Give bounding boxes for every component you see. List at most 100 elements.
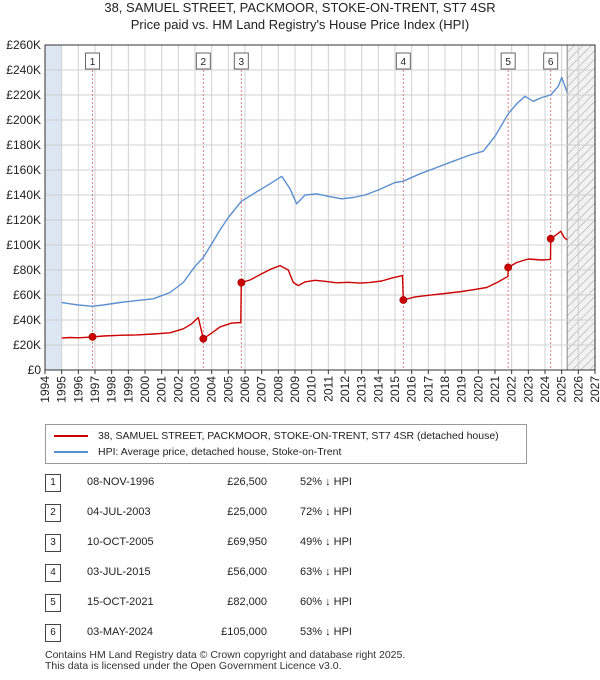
pre-data-band: [45, 45, 62, 370]
table-row: 6 03-MAY-2024 £105,000 53% ↓ HPI: [45, 624, 565, 642]
sale-price: £25,000: [227, 506, 267, 518]
y-tick-label: £120K: [6, 213, 41, 227]
sale-hpi-diff: 60% ↓ HPI: [300, 596, 352, 608]
legend-item-property: 38, SAMUEL STREET, PACKMOOR, STOKE-ON-TR…: [54, 428, 499, 444]
sale-marker-box: [500, 52, 516, 70]
y-tick-label: £240K: [6, 63, 41, 77]
y-tick-label: £80K: [13, 263, 41, 277]
x-tick-label: 2000: [138, 376, 152, 403]
legend-line-property: [54, 435, 88, 437]
sale-date: 04-JUL-2003: [87, 506, 151, 518]
x-tick-label: 2004: [205, 376, 219, 403]
sale-point: [546, 234, 555, 243]
sale-number-badge: 2: [45, 504, 61, 522]
y-tick-label: £0: [28, 363, 42, 377]
footer-copyright: Contains HM Land Registry data © Crown c…: [45, 649, 406, 661]
x-tick-label: 2003: [188, 376, 202, 403]
sale-date: 03-JUL-2015: [87, 566, 151, 578]
sale-marker-box: [85, 52, 100, 70]
legend-item-hpi: HPI: Average price, detached house, Stok…: [54, 444, 341, 460]
x-tick-label: 2009: [288, 376, 302, 403]
sale-marker-box: [195, 52, 211, 70]
x-tick-label: 1999: [121, 376, 135, 403]
y-tick-label: £180K: [6, 138, 41, 152]
sale-price: £56,000: [227, 566, 267, 578]
x-tick-label: 2005: [221, 376, 235, 403]
sale-hpi-diff: 72% ↓ HPI: [300, 506, 352, 518]
table-row: 5 15-OCT-2021 £82,000 60% ↓ HPI: [45, 594, 565, 612]
x-tick-label: 2027: [588, 376, 600, 403]
chart-legend: 38, SAMUEL STREET, PACKMOOR, STOKE-ON-TR…: [45, 424, 527, 464]
x-tick-label: 2017: [421, 376, 435, 403]
sale-hpi-diff: 49% ↓ HPI: [300, 536, 352, 548]
y-tick-label: £260K: [6, 38, 41, 52]
sale-point: [88, 332, 97, 341]
price-chart: £0 £20K £40K £60K £80K £100K £120K £140K £160K £1…: [6, 38, 600, 403]
sale-number-badge: 4: [45, 564, 61, 582]
x-tick-label: 2022: [505, 376, 519, 403]
sale-marker-box: [233, 52, 249, 70]
sale-point: [399, 296, 408, 304]
sale-marker-label: 2: [201, 57, 207, 68]
plot-background: [45, 45, 595, 370]
x-tick-label: 2012: [338, 376, 352, 403]
sale-price: £105,000: [221, 626, 267, 638]
footer-licence: This data is licensed under the Open Gov…: [45, 660, 342, 672]
y-tick-label: £20K: [13, 338, 41, 352]
sale-marker-label: 3: [239, 57, 245, 68]
chart-title-line1: 38, SAMUEL STREET, PACKMOOR, STOKE-ON-TR…: [104, 0, 496, 15]
sale-point: [504, 263, 513, 272]
x-tick-label: 2002: [171, 376, 185, 403]
sale-date: 03-MAY-2024: [87, 626, 154, 638]
x-tick-label: 1998: [105, 376, 119, 403]
y-tick-label: £140K: [6, 188, 41, 202]
sale-marker-label: 1: [90, 57, 96, 68]
sale-hpi-diff: 53% ↓ HPI: [300, 626, 352, 638]
y-tick-label: £160K: [6, 163, 41, 177]
sale-date: 10-OCT-2005: [87, 536, 154, 548]
x-tick-label: 2020: [471, 376, 485, 403]
hpi-series-line: [61, 76, 568, 307]
sale-marker-box: [543, 52, 559, 70]
sale-hpi-diff: 63% ↓ HPI: [300, 566, 352, 578]
x-tick-label: 1997: [88, 376, 102, 403]
legend-label-property: 38, SAMUEL STREET, PACKMOOR, STOKE-ON-TR…: [98, 430, 499, 442]
sale-date: 08-NOV-1996: [87, 476, 155, 488]
chart-title-line2: Price paid vs. HM Land Registry's House …: [130, 17, 470, 32]
x-tick-label: 2007: [255, 376, 269, 403]
sale-price: £82,000: [227, 596, 267, 608]
sale-point: [199, 334, 208, 343]
sale-price: £69,950: [227, 536, 267, 548]
y-tick-label: £220K: [6, 88, 41, 102]
sale-date: 15-OCT-2021: [87, 596, 154, 608]
x-tick-label: 2021: [488, 376, 502, 403]
x-tick-label: 2015: [388, 376, 402, 403]
y-tick-label: £200K: [6, 113, 41, 127]
x-tick-label: 2011: [321, 376, 335, 402]
sale-hpi-diff: 52% ↓ HPI: [300, 476, 352, 488]
x-tick-label: 2019: [455, 376, 469, 403]
x-tick-label: 2006: [238, 376, 252, 403]
sale-number-badge: 6: [45, 624, 61, 642]
legend-line-hpi: [54, 451, 88, 453]
y-tick-label: £100K: [6, 238, 41, 252]
sale-marker-label: 5: [505, 57, 511, 68]
x-tick-label: 2010: [305, 376, 319, 403]
future-band: [567, 45, 595, 370]
x-tick-label: 2008: [271, 376, 285, 403]
sale-number-badge: 3: [45, 534, 61, 552]
sale-marker-label: 4: [401, 57, 407, 68]
sale-marker-box: [395, 52, 411, 70]
legend-label-hpi: HPI: Average price, detached house, Stok…: [98, 446, 342, 458]
table-row: 1 08-NOV-1996 £26,500 52% ↓ HPI: [45, 474, 565, 492]
x-tick-label: 1996: [71, 376, 85, 403]
sale-marker-label: 6: [548, 57, 554, 68]
x-tick-label: 2025: [555, 376, 569, 403]
sale-point: [237, 278, 246, 287]
x-tick-label: 2023: [521, 376, 535, 403]
sale-price: £26,500: [227, 476, 267, 488]
table-row: 2 04-JUL-2003 £25,000 72% ↓ HPI: [45, 504, 565, 522]
x-tick-label: 2024: [538, 376, 552, 403]
x-tick-label: 2018: [438, 376, 452, 403]
footer: Contains HM Land Registry data © Crown c…: [45, 650, 405, 672]
